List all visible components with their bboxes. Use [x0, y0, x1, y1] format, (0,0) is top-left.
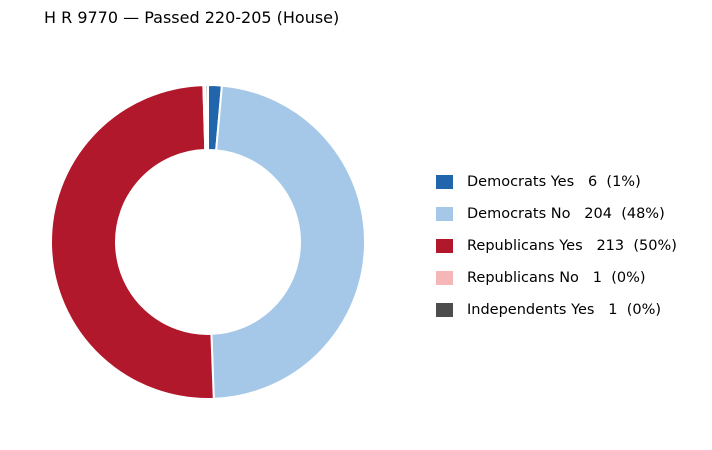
- legend-item: Independents Yes 1 (0%): [436, 294, 677, 326]
- slice-democrats-no: [210, 84, 366, 400]
- legend-swatch: [436, 239, 453, 253]
- chart-legend: Democrats Yes 6 (1%) Democrats No 204 (48…: [436, 166, 677, 326]
- legend-item: Republicans No 1 (0%): [436, 262, 677, 294]
- legend-item: Democrats No 204 (48%): [436, 198, 677, 230]
- legend-swatch: [436, 207, 453, 221]
- slice-independents-yes: [204, 84, 209, 152]
- legend-label: Republicans Yes 213 (50%): [467, 238, 677, 254]
- legend-label: Democrats Yes 6 (1%): [467, 174, 641, 190]
- donut-slices: [50, 84, 366, 400]
- slice-republicans-yes: [50, 84, 215, 400]
- chart-title: H R 9770 — Passed 220-205 (House): [44, 8, 340, 27]
- legend-label: Democrats No 204 (48%): [467, 206, 665, 222]
- legend-swatch: [436, 175, 453, 189]
- legend-swatch: [436, 303, 453, 317]
- legend-item: Republicans Yes 213 (50%): [436, 230, 677, 262]
- legend-label: Republicans No 1 (0%): [467, 270, 646, 286]
- donut-chart: [50, 84, 366, 400]
- legend-label: Independents Yes 1 (0%): [467, 302, 662, 318]
- legend-item: Democrats Yes 6 (1%): [436, 166, 677, 198]
- legend-swatch: [436, 271, 453, 285]
